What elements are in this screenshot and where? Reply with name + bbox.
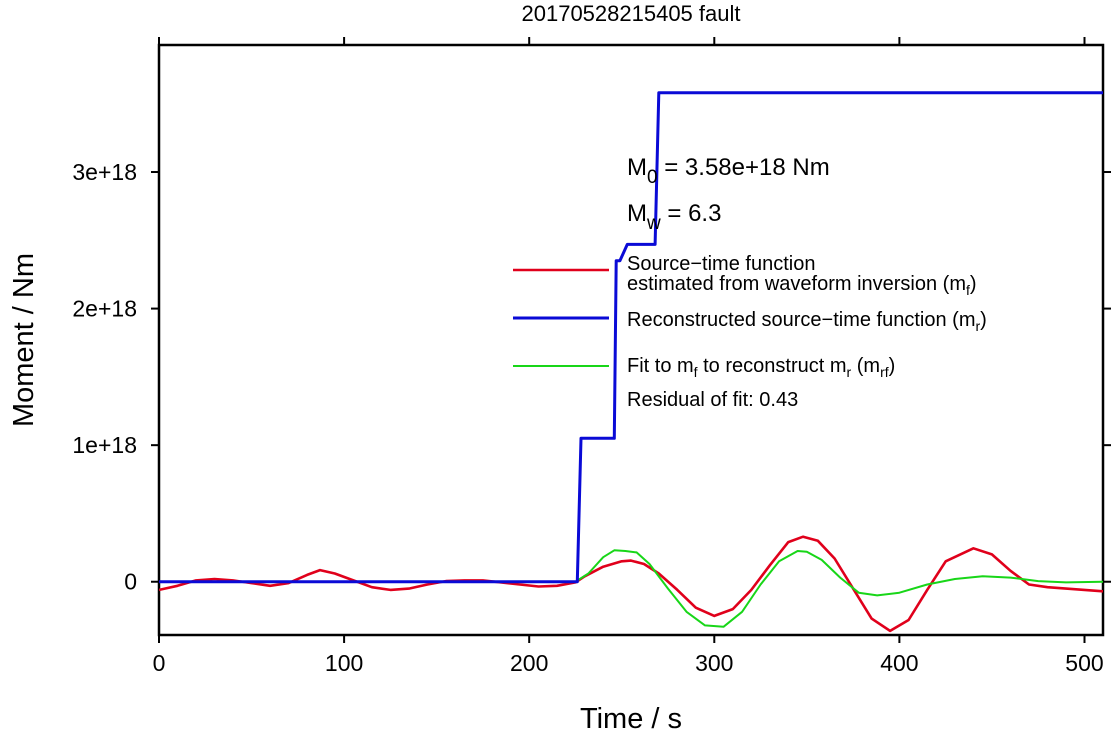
series-line-green [159, 549, 1103, 628]
y-tick-label: 0 [124, 569, 137, 595]
legend-label-green: Fit to mf to reconstruct mr (mrf) [627, 355, 895, 380]
axis-ticks: 0 100 200 300 400 500 0 1e+18 2e+18 3e+18 [72, 37, 1111, 676]
y-tick-label: 2e+18 [72, 296, 137, 322]
plot-frame [157, 43, 1105, 637]
chart-title: 20170528215405 fault [522, 1, 741, 26]
series-line-red [159, 535, 1103, 633]
moment-magnitude-annotation: Mw = 6.3 [627, 200, 721, 234]
y-tick-label: 1e+18 [72, 432, 137, 458]
legend-label-red-2: estimated from waveform inversion (mf) [627, 273, 977, 298]
residual-annotation: Residual of fit: 0.43 [627, 389, 798, 411]
legend-label-red-1: Source−time function [627, 253, 815, 275]
legend-label-blue: Reconstructed source−time function (mr) [627, 309, 987, 334]
x-tick-label: 100 [325, 650, 363, 676]
x-tick-label: 200 [510, 650, 548, 676]
series-group [159, 91, 1103, 633]
x-tick-label: 400 [880, 650, 918, 676]
y-tick-label: 3e+18 [72, 159, 137, 185]
y-axis-title: Moment / Nm [8, 253, 40, 427]
series-line-blue [159, 91, 1103, 584]
seismic-moment-annotation: M0 = 3.58e+18 Nm [627, 154, 830, 188]
x-tick-label: 300 [695, 650, 733, 676]
x-tick-label: 500 [1065, 650, 1103, 676]
x-tick-label: 0 [153, 650, 166, 676]
x-axis-title: Time / s [580, 703, 682, 735]
